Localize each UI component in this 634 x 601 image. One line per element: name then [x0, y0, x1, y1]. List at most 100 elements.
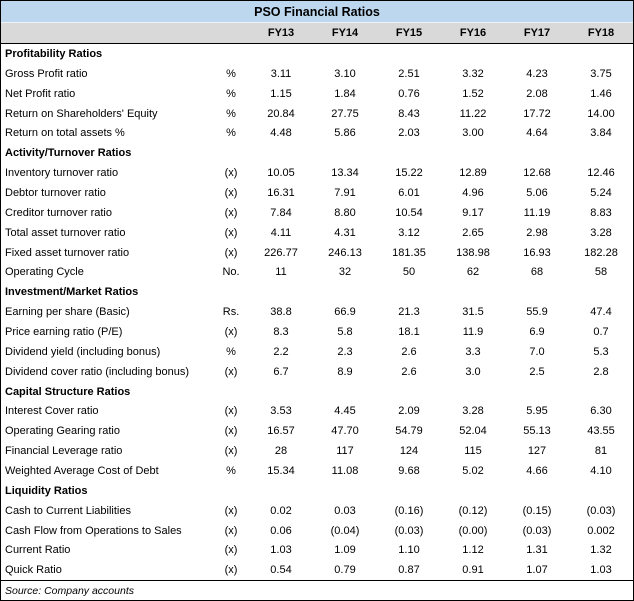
row-value: 47.70 [331, 425, 359, 438]
row-value: 1.09 [334, 544, 356, 557]
row-value: 15.22 [395, 167, 423, 180]
row-value: 13.34 [331, 167, 359, 180]
row-value: 54.79 [395, 425, 423, 438]
row-value: 12.46 [587, 167, 615, 180]
row-value: 2.6 [401, 365, 417, 378]
row-label: Interest Cover ratio [5, 405, 99, 418]
row-unit: No. [222, 266, 240, 279]
row-value: 52.04 [459, 425, 487, 438]
row-value: 1.15 [270, 87, 292, 100]
row-value: 4.10 [590, 464, 612, 477]
table-row: Return on total assets %% 4.48 5.86 2.03 3.0… [1, 123, 633, 143]
table-row: Dividend cover ratio (including bonus) (x… [1, 362, 633, 382]
row-value: 11.19 [523, 206, 551, 219]
row-value: 2.08 [526, 87, 548, 100]
table-row: Interest Cover ratio (x) 3.53 4.45 2.09 3.28 5… [1, 401, 633, 421]
row-value: 6.7 [273, 365, 289, 378]
table-row: Net Profit ratio% 1.15 1.84 0.76 1.52 2.08 1.4… [1, 84, 633, 104]
row-value: 12.68 [523, 167, 551, 180]
row-value: 181.35 [392, 246, 426, 259]
row-value: 66.9 [334, 306, 356, 319]
row-value: 0.91 [462, 564, 484, 577]
table-row: Creditor turnover ratio (x) 7.84 8.80 10.54 9… [1, 203, 633, 223]
row-value: 226.77 [264, 246, 298, 259]
row-value: 2.09 [398, 405, 420, 418]
row-value: 8.9 [337, 365, 353, 378]
row-value: (0.03) [394, 524, 424, 537]
row-value: 21.3 [398, 306, 420, 319]
row-value: 124 [399, 445, 419, 458]
table-row: Dividend yield (including bonus)% 2.2 2.3 2… [1, 342, 633, 362]
row-label: Price earning ratio (P/E) [5, 325, 123, 338]
row-unit: (x) [224, 325, 238, 338]
row-unit: (x) [224, 167, 238, 180]
row-value: 3.28 [590, 226, 612, 239]
section-header-label: Investment/Market Ratios [5, 286, 139, 299]
row-value: (0.03) [586, 504, 616, 517]
row-value: 2.8 [593, 365, 609, 378]
table-row: Earning per share (Basic) Rs. 38.8 66.9 21.3… [1, 302, 633, 322]
row-value: 2.51 [398, 67, 420, 80]
section-header-row: Capital Structure Ratios [1, 382, 633, 402]
row-value: 3.11 [270, 67, 292, 80]
row-label: Fixed asset turnover ratio [5, 246, 130, 259]
row-label: Gross Profit ratio [5, 67, 88, 80]
section-header-row: Profitability Ratios [1, 44, 633, 64]
row-value: 3.12 [398, 226, 420, 239]
section-header-label: Activity/Turnover Ratios [5, 147, 132, 160]
row-value: 5.95 [526, 405, 548, 418]
row-value: 11 [275, 266, 287, 279]
row-value: 4.11 [270, 226, 292, 239]
section-header-row: Activity/Turnover Ratios [1, 143, 633, 163]
row-value: 5.02 [462, 464, 484, 477]
section-header-row: Investment/Market Ratios [1, 282, 633, 302]
row-value: 14.00 [587, 107, 615, 120]
row-value: 1.03 [590, 564, 612, 577]
row-value: 31.5 [462, 306, 484, 319]
table-row: Quick Ratio (x) 0.54 0.79 0.87 0.91 1.07 1.03 [1, 560, 633, 580]
row-label: Earning per share (Basic) [5, 306, 130, 319]
table-row: Operating Gearing ratio (x) 16.57 47.70 54.7… [1, 421, 633, 441]
row-value: 0.7 [593, 325, 609, 338]
row-value: 15.34 [267, 464, 295, 477]
row-label: Cash to Current Liabilities [5, 504, 131, 517]
row-value: 28 [274, 445, 288, 458]
row-value: 2.3 [337, 345, 353, 358]
row-value: 4.48 [270, 127, 292, 140]
row-value: 4.64 [526, 127, 548, 140]
column-header-fy13: FY13 [267, 27, 295, 39]
row-value: 7.84 [270, 206, 292, 219]
table-row: Inventory turnover ratio (x) 10.05 13.34 15.… [1, 163, 633, 183]
row-value: 2.6 [401, 345, 417, 358]
source-note: Source: Company accounts [1, 580, 633, 600]
row-value: 32 [338, 266, 352, 279]
row-value: 0.03 [334, 504, 356, 517]
row-unit: % [226, 127, 236, 140]
row-value: 5.86 [334, 127, 356, 140]
table-body: Profitability Ratios Gross Profit ratio% 3… [1, 44, 633, 580]
row-value: 11.9 [462, 325, 484, 338]
row-unit: % [226, 345, 236, 358]
row-value: 10.54 [395, 206, 423, 219]
row-value: 3.00 [462, 127, 484, 140]
row-value: 17.72 [523, 107, 551, 120]
row-unit: (x) [224, 564, 238, 577]
row-value: 117 [336, 445, 354, 458]
row-unit: % [226, 107, 236, 120]
table-row: Gross Profit ratio% 3.11 3.10 2.51 3.32 4.23 3… [1, 64, 633, 84]
row-value: 1.12 [462, 544, 484, 557]
column-header-fy16: FY16 [459, 27, 487, 39]
row-value: 8.43 [398, 107, 420, 120]
row-value: 3.0 [465, 365, 481, 378]
row-label: Return on total assets % [5, 127, 125, 140]
row-value: 16.31 [267, 186, 295, 199]
row-value: (0.15) [522, 504, 552, 517]
row-value: 55.13 [523, 425, 551, 438]
row-value: 16.57 [267, 425, 295, 438]
row-value: 8.83 [590, 206, 612, 219]
row-value: 55.9 [526, 306, 548, 319]
row-unit: (x) [224, 504, 238, 517]
row-label: Financial Leverage ratio [5, 445, 123, 458]
row-value: 5.06 [526, 186, 548, 199]
row-label: Operating Cycle [5, 266, 84, 279]
